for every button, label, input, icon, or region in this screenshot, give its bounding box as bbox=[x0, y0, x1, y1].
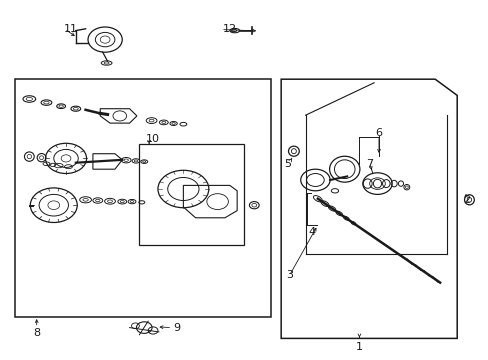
Text: 2: 2 bbox=[463, 195, 469, 205]
Text: 7: 7 bbox=[365, 159, 372, 169]
Text: 11: 11 bbox=[63, 24, 78, 34]
Text: 1: 1 bbox=[355, 342, 362, 352]
Text: 5: 5 bbox=[284, 159, 290, 169]
Text: 10: 10 bbox=[145, 134, 160, 144]
Text: 12: 12 bbox=[222, 24, 236, 34]
Text: 3: 3 bbox=[285, 270, 292, 280]
Text: 8: 8 bbox=[33, 328, 40, 338]
Text: 4: 4 bbox=[308, 227, 315, 237]
Text: 9: 9 bbox=[173, 323, 181, 333]
Text: 6: 6 bbox=[375, 128, 382, 138]
